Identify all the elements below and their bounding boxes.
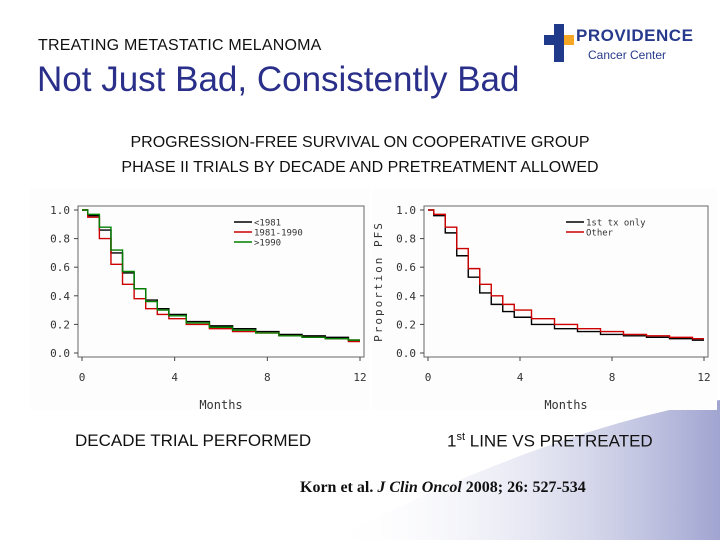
caption-decade: DECADE TRIAL PERFORMED xyxy=(75,431,312,450)
y-tick-label: 0.6 xyxy=(50,261,70,274)
caption-pretreatment-num: 1 xyxy=(447,431,457,451)
y-tick-label: 0.0 xyxy=(50,347,70,360)
y-tick-label: 0.4 xyxy=(396,290,416,303)
legend-label: 1981-1990 xyxy=(254,229,303,239)
x-axis-label: Months xyxy=(199,398,242,410)
caption-pretreatment-rest: LINE VS PRETREATED xyxy=(465,431,653,451)
y-tick-label: 0.2 xyxy=(396,318,416,331)
x-tick-label: 12 xyxy=(353,371,366,384)
x-tick-label: 0 xyxy=(79,371,86,384)
x-tick-label: 4 xyxy=(517,371,524,384)
page-title: Not Just Bad, Consistently Bad xyxy=(37,60,520,99)
legend-label: >1990 xyxy=(254,239,281,249)
legend-label: 1st tx only xyxy=(586,219,646,229)
series-line xyxy=(82,209,360,341)
y-axis-label: Proportion PFS xyxy=(372,221,385,342)
legend-label: <1981 xyxy=(254,219,281,229)
logo-wordmark: PROVIDENCE xyxy=(576,26,694,45)
y-tick-label: 0.8 xyxy=(50,233,70,246)
subtitle-line-1: PROGRESSION-FREE SURVIVAL ON COOPERATIVE… xyxy=(130,134,590,151)
caption-pretreatment-sup: st xyxy=(456,431,466,443)
plot-frame xyxy=(423,205,709,358)
x-tick-label: 4 xyxy=(171,371,178,384)
caption-pretreatment: 1st LINE VS PRETREATED xyxy=(447,431,653,452)
y-tick-label: 0.0 xyxy=(396,347,416,360)
y-tick-label: 0.6 xyxy=(396,261,416,274)
plot-frame xyxy=(77,205,365,358)
legend-label: Other xyxy=(586,229,614,239)
series-line xyxy=(428,209,704,340)
providence-logo: PROVIDENCE Cancer Center xyxy=(544,20,714,68)
cross-icon xyxy=(544,24,574,62)
series-line xyxy=(428,209,704,341)
citation-authors: Korn et al. xyxy=(300,479,378,496)
x-tick-label: 12 xyxy=(697,371,710,384)
y-tick-label: 0.2 xyxy=(50,318,70,331)
citation-details: 2008; 26: 527-534 xyxy=(461,479,586,496)
x-tick-label: 8 xyxy=(264,371,271,384)
chart-decade: 0.0 0.2 0.4 0.6 0.8 1.0 0 4 8 12 Months <19811981-1… xyxy=(50,204,367,410)
subtitle-line-2: PHASE II TRIALS BY DECADE AND PRETREATME… xyxy=(121,159,599,176)
y-tick-label: 1.0 xyxy=(396,204,416,217)
chart-panel-decade: 0.0 0.2 0.4 0.6 0.8 1.0 0 4 8 12 Months <1981 1981-1… xyxy=(30,188,370,410)
chart-panel-pretreatment: 0.0 0.2 0.4 0.6 0.8 1.0 0 4 8 12 Months Proportion … xyxy=(372,188,717,410)
y-tick-label: 0.4 xyxy=(50,290,70,303)
x-axis-label: Months xyxy=(544,398,587,410)
series-line xyxy=(82,209,360,343)
citation-journal: J Clin Oncol xyxy=(377,479,462,496)
x-tick-label: 0 xyxy=(425,371,432,384)
y-tick-label: 1.0 xyxy=(50,204,70,217)
logo-subtitle: Cancer Center xyxy=(588,48,667,62)
figure-subtitle: PROGRESSION-FREE SURVIVAL ON COOPERATIVE… xyxy=(0,130,720,180)
y-tick-label: 0.8 xyxy=(396,233,416,246)
section-kicker: TREATING METASTATIC MELANOMA xyxy=(38,37,322,54)
series-line xyxy=(82,209,360,341)
x-tick-label: 8 xyxy=(609,371,616,384)
citation: Korn et al. J Clin Oncol 2008; 26: 527-5… xyxy=(300,479,586,497)
chart-pretreatment: 0.0 0.2 0.4 0.6 0.8 1.0 0 4 8 12 Months Proportion … xyxy=(372,204,711,410)
